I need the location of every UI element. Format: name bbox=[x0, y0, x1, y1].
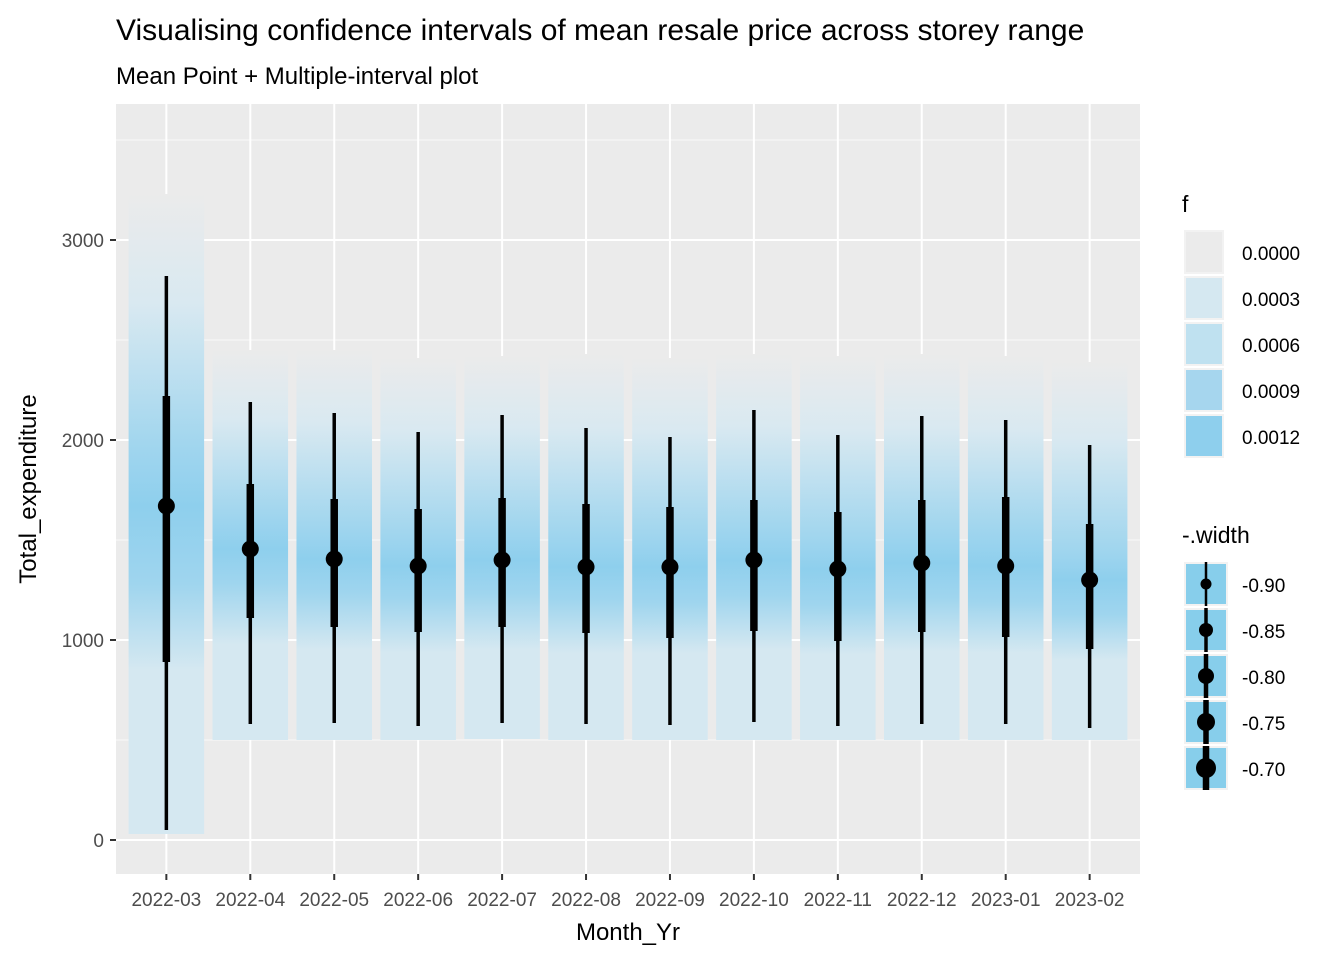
legend-fill-swatch bbox=[1186, 232, 1222, 272]
mean-point bbox=[325, 550, 343, 568]
legend-width-title: -.width bbox=[1182, 522, 1250, 548]
x-tick-label: 2022-11 bbox=[804, 890, 872, 911]
x-tick-label: 2022-04 bbox=[215, 890, 285, 911]
x-tick-label: 2022-03 bbox=[131, 890, 201, 911]
legend-width-point bbox=[1199, 623, 1213, 637]
legend-width-label: -0.75 bbox=[1242, 714, 1285, 735]
x-tick-label: 2022-05 bbox=[299, 890, 369, 911]
mean-point bbox=[409, 557, 427, 575]
legend-width-point bbox=[1200, 578, 1212, 590]
mean-point bbox=[997, 557, 1015, 575]
mean-point bbox=[661, 558, 679, 576]
y-axis: 0 1000 2000 3000 bbox=[62, 231, 116, 852]
x-tick-label: 2022-12 bbox=[887, 890, 957, 911]
legend-fill-title: f bbox=[1182, 191, 1189, 217]
mean-point bbox=[577, 558, 595, 576]
legend-width-point bbox=[1196, 758, 1216, 778]
chart-subtitle: Mean Point + Multiple-interval plot bbox=[116, 63, 479, 90]
legend-fill-swatch bbox=[1186, 278, 1222, 318]
mean-point bbox=[913, 554, 931, 572]
mean-point bbox=[829, 560, 847, 578]
x-tick-label: 2023-02 bbox=[1055, 890, 1125, 911]
y-axis-title: Total_expenditure bbox=[15, 394, 42, 583]
y-tick-label: 1000 bbox=[62, 631, 104, 652]
x-tick-label: 2022-08 bbox=[551, 890, 621, 911]
x-tick-label: 2023-01 bbox=[971, 890, 1041, 911]
mean-point bbox=[241, 540, 259, 558]
x-tick-label: 2022-10 bbox=[719, 890, 789, 911]
legend-fill-label: 0.0003 bbox=[1242, 290, 1300, 311]
y-tick-label: 3000 bbox=[62, 231, 104, 252]
legend-fill-label: 0.0009 bbox=[1242, 382, 1300, 403]
legend-width-point bbox=[1198, 668, 1214, 684]
legend-fill-swatch bbox=[1186, 370, 1222, 410]
x-tick-label: 2022-06 bbox=[383, 890, 453, 911]
mean-point bbox=[493, 551, 511, 569]
legend-fill: f 0.0000 0.0003 0.0006 0.0009 0.0012 bbox=[1182, 191, 1300, 458]
chart-title: Visualising confidence intervals of mean… bbox=[116, 14, 1084, 47]
legend-width: -.width -0.90 -0.85 -0.80 -0.75 -0.70 bbox=[1182, 522, 1285, 790]
legend-width-label: -0.90 bbox=[1242, 576, 1285, 597]
legend-fill-label: 0.0006 bbox=[1242, 336, 1300, 357]
intervals bbox=[157, 276, 1099, 830]
y-tick-label: 0 bbox=[93, 831, 104, 852]
mean-point bbox=[1081, 571, 1099, 589]
x-tick-label: 2022-07 bbox=[467, 890, 537, 911]
legend-width-point bbox=[1197, 713, 1215, 731]
mean-point bbox=[157, 497, 175, 515]
legend-fill-swatch bbox=[1186, 416, 1222, 456]
y-tick-label: 2000 bbox=[62, 431, 104, 452]
legend-width-label: -0.85 bbox=[1242, 622, 1285, 643]
x-tick-label: 2022-09 bbox=[635, 890, 705, 911]
legend-width-label: -0.80 bbox=[1242, 668, 1285, 689]
mean-point bbox=[745, 551, 763, 569]
x-axis: 2022-03 2022-04 2022-05 2022-06 2022-07 2022-… bbox=[131, 874, 1125, 911]
x-axis-title: Month_Yr bbox=[576, 919, 680, 946]
legend-fill-label: 0.0012 bbox=[1242, 428, 1300, 449]
legend-width-label: -0.70 bbox=[1242, 760, 1285, 781]
legend-fill-label: 0.0000 bbox=[1242, 244, 1300, 265]
legend-fill-swatch bbox=[1186, 324, 1222, 364]
